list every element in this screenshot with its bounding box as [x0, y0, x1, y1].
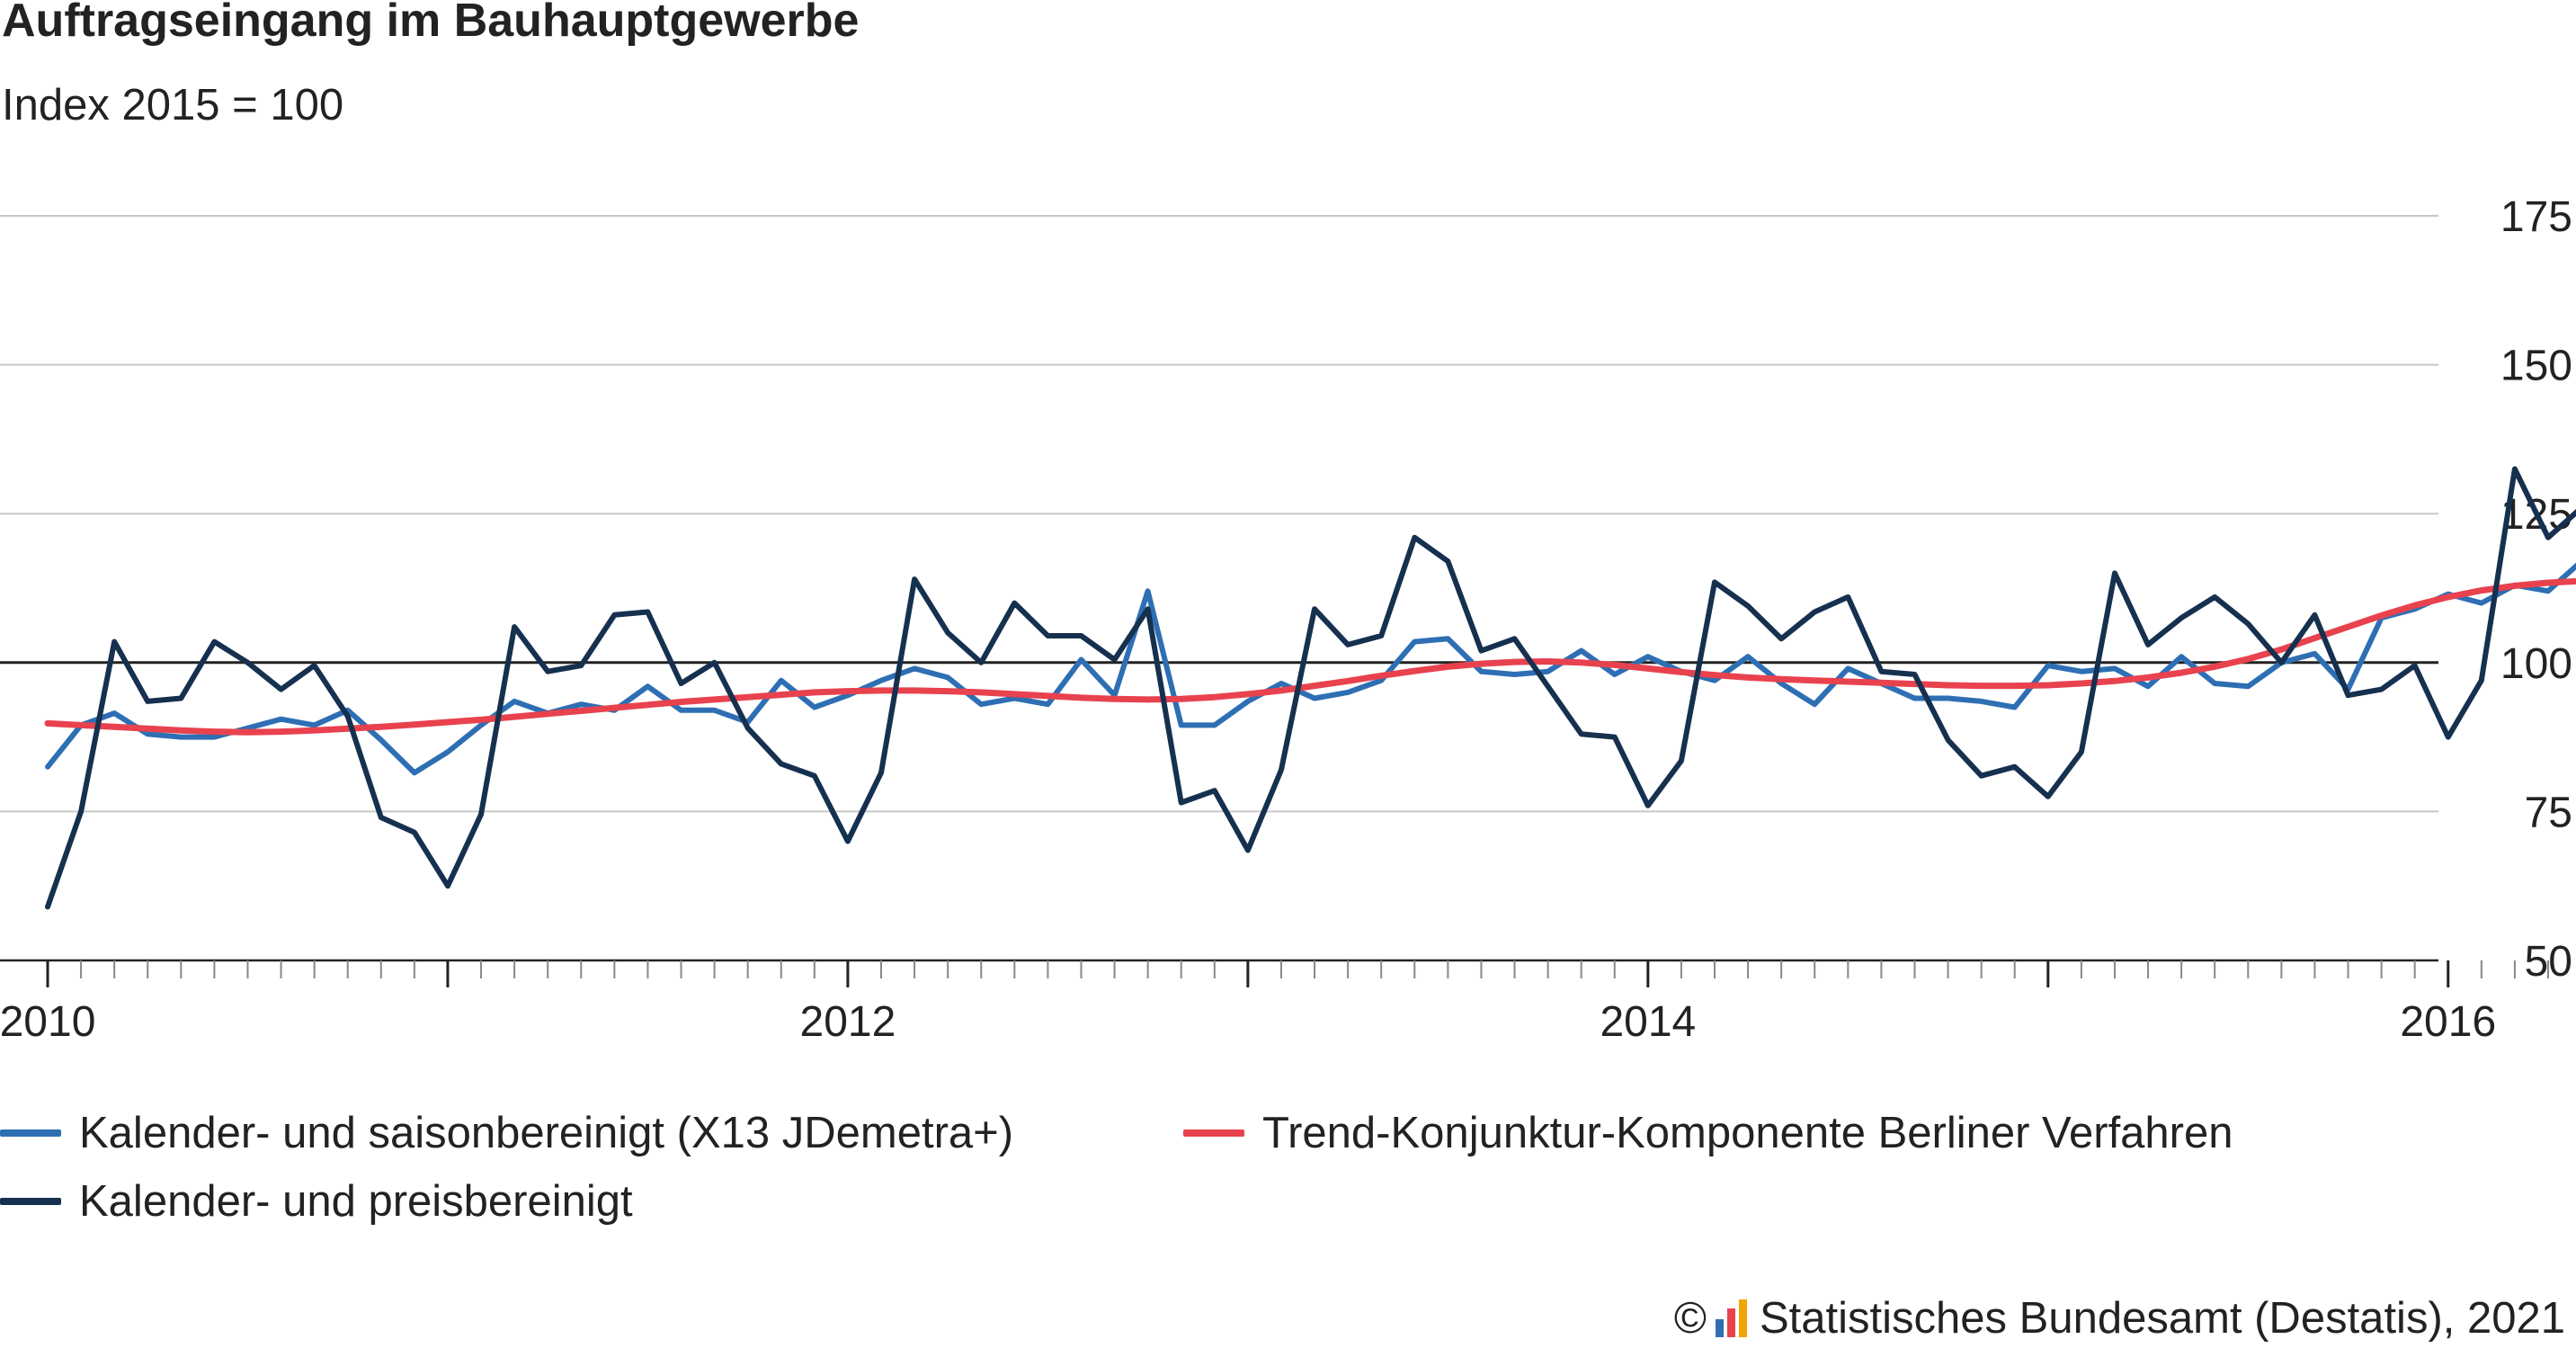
legend-swatch-price — [0, 1198, 61, 1205]
destatis-logo-icon — [1715, 1299, 1747, 1337]
y-tick-label: 100 — [2500, 640, 2572, 688]
chart: Auftragseingang im Bauhauptgewerbe Index… — [0, 0, 2576, 1046]
y-tick-label: 175 — [2500, 193, 2572, 241]
legend-item-seasonal: Kalender- und saisonbereinigt (X13 JDeme… — [0, 1108, 1013, 1158]
source-credit: © Statistisches Bundesamt (Destatis), 20… — [1674, 1293, 2565, 1344]
series-lines — [44, 466, 2576, 910]
legend-label-trend: Trend-Konjunktur-Komponente Berliner Ver… — [1262, 1109, 2233, 1157]
legend-swatch-seasonal — [0, 1129, 61, 1137]
series-line-price — [45, 466, 2576, 910]
y-tick-label: 150 — [2500, 343, 2572, 390]
x-tick-label: 2012 — [800, 998, 896, 1046]
x-tick-label: 2010 — [0, 998, 95, 1046]
chart-subtitle: Index 2015 = 100 — [2, 81, 343, 129]
x-tick-label: 2016 — [2400, 998, 2496, 1046]
series-line-seasonal — [45, 562, 2576, 776]
legend-item-price: Kalender- und preisbereinigt — [0, 1176, 633, 1227]
legend-swatch-trend — [1183, 1129, 1244, 1137]
legend-label-seasonal: Kalender- und saisonbereinigt (X13 JDeme… — [79, 1109, 1014, 1157]
gridlines — [0, 215, 2438, 962]
series-line-trend — [44, 577, 2576, 736]
y-tick-label: 75 — [2525, 789, 2572, 836]
source-text: Statistisches Bundesamt (Destatis), 2021 — [1759, 1294, 2565, 1343]
copyright-symbol: © — [1673, 1294, 1707, 1343]
chart-title: Auftragseingang im Bauhauptgewerbe — [2, 0, 859, 47]
legend-label-price: Kalender- und preisbereinigt — [79, 1177, 633, 1226]
legend-item-trend: Trend-Konjunktur-Komponente Berliner Ver… — [1183, 1108, 2233, 1158]
x-tick-label: 2014 — [1600, 998, 1696, 1046]
x-axis: 201020122014201620182020 — [0, 960, 2549, 1046]
legend: Kalender- und saisonbereinigt (X13 JDeme… — [0, 1108, 2576, 1252]
